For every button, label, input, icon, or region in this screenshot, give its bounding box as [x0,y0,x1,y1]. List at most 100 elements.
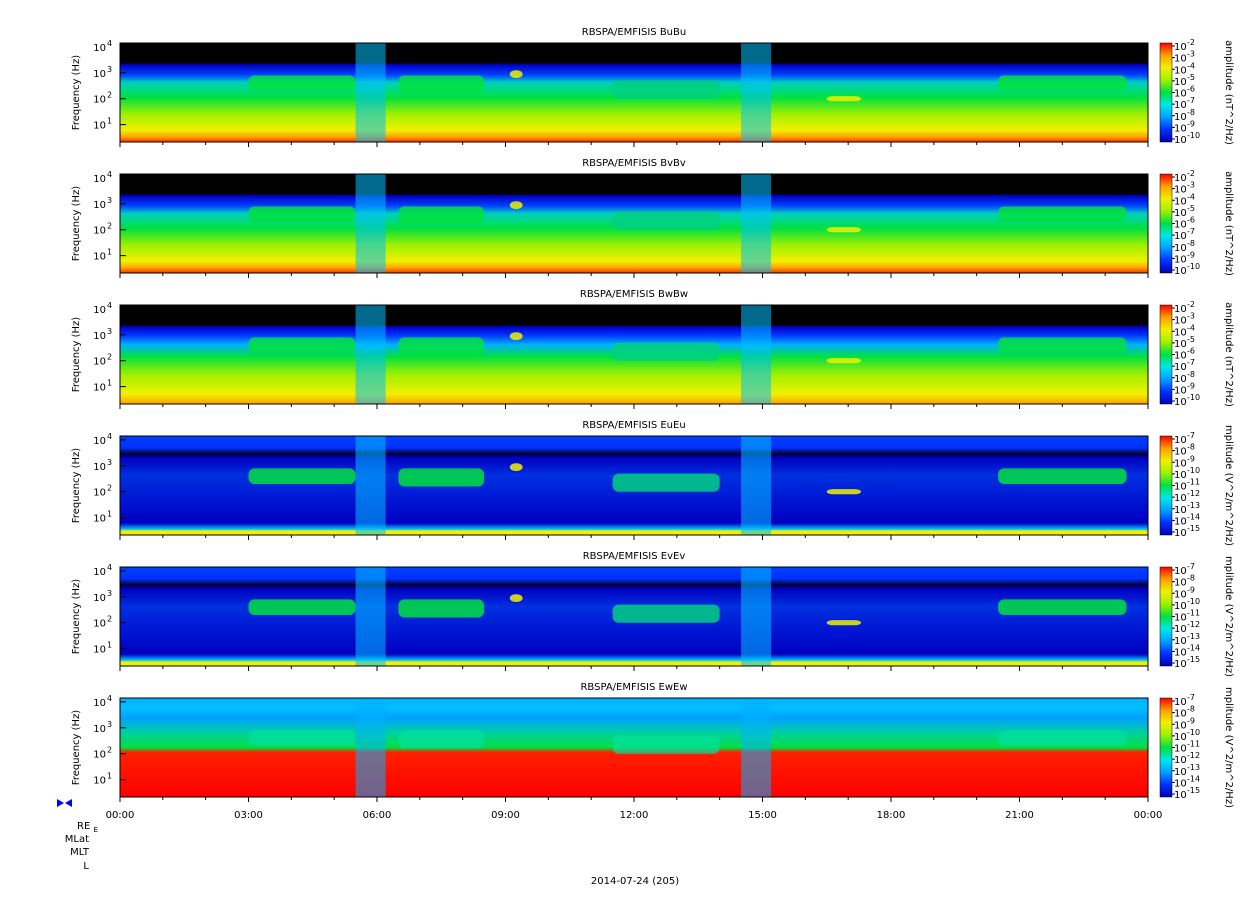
spectral-feature [826,358,862,364]
colorbar-tick-label: 10 [1174,397,1187,408]
y-tick-exponent: 2 [107,91,112,100]
y-tick-exponent: 1 [107,117,112,126]
colorbar-tick-exponent: -12 [1187,620,1200,629]
colorbar-tick-label: 10 [1174,659,1187,670]
colorbar-tick-exponent: -8 [1187,705,1195,714]
colorbar-tick-exponent: -10 [1187,393,1200,402]
colorbar-tick-exponent: -4 [1187,61,1195,70]
colorbar-tick-exponent: -11 [1187,609,1200,618]
spectral-feature [826,96,862,102]
spectral-feature [248,730,356,746]
colorbar-tick-label: 10 [1174,220,1187,231]
date-label: 2014-07-24 (205) [591,876,679,887]
time-axis: 00:00 03:00 06:00 09:00 12:00 15:00 18:00 21:00… [106,810,1163,821]
colorbar-tick-label: 10 [1174,601,1187,612]
colorbar-tick-exponent: -2 [1187,38,1195,47]
y-tick-exponent: 3 [107,196,112,205]
y-tick-exponent: 1 [107,772,112,781]
colorbar-tick-exponent: -4 [1187,323,1195,332]
x-tick-label: 00:00 [106,810,135,821]
colorbar-tick-exponent: -10 [1187,597,1200,606]
colorbar-tick-exponent: -10 [1187,466,1200,475]
colorbar-tick-exponent: -9 [1187,250,1195,259]
colorbar-tick-label: 10 [1174,790,1187,801]
colorbar-tick-label: 10 [1174,516,1187,527]
spectral-feature [998,337,1127,353]
colorbar-tick-label: 10 [1174,470,1187,481]
colorbar-tick-label: 10 [1174,89,1187,100]
colorbar-tick-label: 10 [1174,458,1187,469]
panel-title: RBSPA/EMFISIS EuEu [582,420,685,431]
colorbar-tick-label: 10 [1174,482,1187,493]
spectral-feature [248,599,356,615]
colorbar-tick-exponent: -7 [1187,431,1195,440]
perigee-burst [741,43,772,142]
colorbar-tick-exponent: -7 [1187,96,1195,105]
spectral-feature [398,730,485,749]
ephemeris-footer: RE E MLat MLT L 2014-07-24 (205) [57,799,679,887]
colorbar [1159,697,1173,798]
y-tick-exponent: 1 [107,510,112,519]
colorbar-tick-label: 10 [1174,767,1187,778]
colorbar-tick-exponent: -4 [1187,192,1195,201]
colorbar-tick-label: 10 [1174,351,1187,362]
colorbar-tick-exponent: -9 [1187,585,1195,594]
y-tick-label: 10 [93,593,106,604]
spectral-feature [612,473,720,492]
colorbar-label: mplitude (V^2/m^2/Hz) [1223,556,1234,677]
y-tick-exponent: 3 [107,327,112,336]
y-tick-label: 10 [93,200,106,211]
y-tick-exponent: 4 [107,563,112,572]
colorbar-tick-label: 10 [1174,266,1187,277]
y-tick-label: 10 [93,383,106,394]
spectral-feature [248,75,356,91]
spectral-feature [612,342,720,361]
y-tick-exponent: 3 [107,720,112,729]
colorbar [1159,173,1173,274]
y-tick-exponent: 2 [107,615,112,624]
colorbar-tick-exponent: -9 [1187,454,1195,463]
y-tick-exponent: 1 [107,379,112,388]
colorbar-tick-label: 10 [1174,589,1187,600]
colorbar-tick-exponent: -2 [1187,169,1195,178]
colorbar-tick-label: 10 [1174,100,1187,111]
colorbar-tick-exponent: -14 [1187,774,1200,783]
y-tick-label: 10 [93,436,106,447]
colorbar-tick-label: 10 [1174,254,1187,265]
colorbar-tick-exponent: -8 [1187,239,1195,248]
colorbar-tick-label: 10 [1174,435,1187,446]
colorbar-tick-label: 10 [1174,196,1187,207]
colorbar-tick-exponent: -9 [1187,381,1195,390]
colorbar-tick-label: 10 [1174,624,1187,635]
colorbar-tick-label: 10 [1174,77,1187,88]
x-tick-label: 12:00 [620,810,649,821]
colorbar-tick-exponent: -15 [1187,786,1200,795]
y-tick-exponent: 3 [107,65,112,74]
ephemeris-label-re: RE E [77,821,98,834]
y-tick-label: 10 [93,226,106,237]
spectral-feature [398,75,485,94]
colorbar-tick-label: 10 [1174,709,1187,720]
colorbar-tick-exponent: -10 [1187,262,1200,271]
colorbar-tick-label: 10 [1174,327,1187,338]
colorbar-tick-label: 10 [1174,135,1187,146]
y-tick-label: 10 [93,174,106,185]
perigee-burst [355,567,386,666]
colorbar-tick-label: 10 [1174,385,1187,396]
y-tick-exponent: 4 [107,39,112,48]
perigee-burst [355,305,386,404]
spectral-feature [509,594,523,602]
colorbar-tick-label: 10 [1174,778,1187,789]
colorbar [1159,304,1173,405]
colorbar-tick-label: 10 [1174,447,1187,458]
colorbar-tick-label: 10 [1174,54,1187,65]
y-tick-label: 10 [93,252,106,263]
colorbar-tick-exponent: -10 [1187,131,1200,140]
spectral-feature [612,604,720,623]
perigee-burst [741,305,772,404]
colorbar-tick-label: 10 [1174,231,1187,242]
spectral-feature [248,468,356,484]
colorbar-tick-exponent: -2 [1187,300,1195,309]
